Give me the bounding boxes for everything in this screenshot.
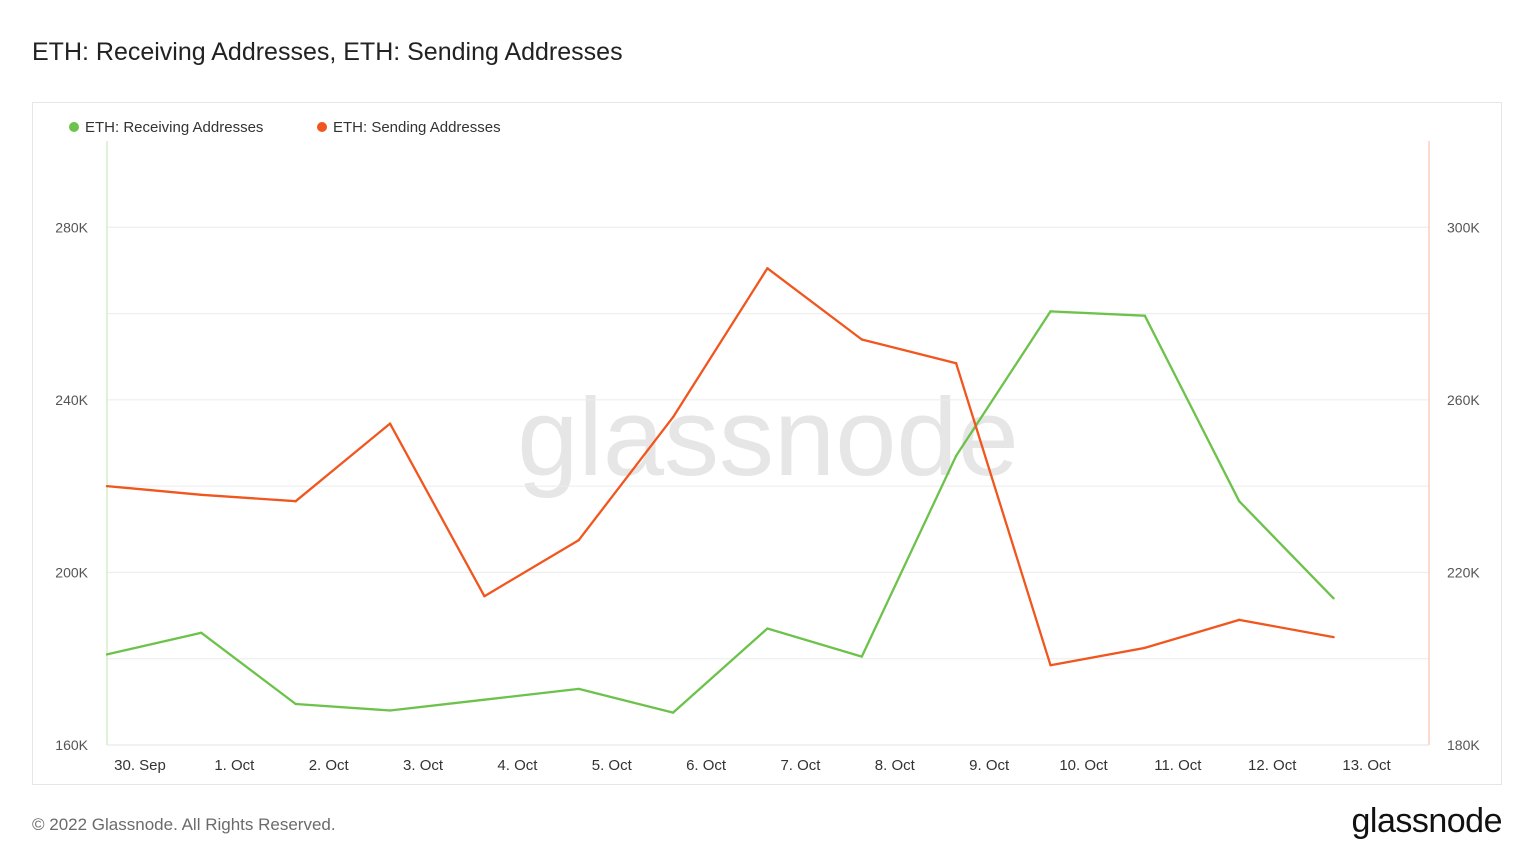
series-line-receiving bbox=[106, 310, 1335, 714]
legend-marker bbox=[317, 122, 327, 132]
data-point bbox=[105, 484, 109, 488]
chart-title: ETH: Receiving Addresses, ETH: Sending A… bbox=[32, 38, 623, 66]
y-right-tick-label: 300K bbox=[1447, 219, 1480, 235]
data-point bbox=[1238, 500, 1241, 503]
data-point bbox=[577, 538, 580, 542]
series-line-sending bbox=[106, 267, 1334, 667]
data-point bbox=[1238, 618, 1241, 622]
x-tick-label: 1. Oct bbox=[214, 757, 255, 774]
x-tick-label: 30. Sep bbox=[114, 757, 166, 774]
data-point bbox=[766, 627, 769, 630]
x-tick-label: 7. Oct bbox=[780, 757, 821, 774]
chart-panel bbox=[32, 102, 1502, 785]
x-tick-label: 3. Oct bbox=[403, 757, 444, 774]
y-left-tick-label: 280K bbox=[55, 219, 88, 235]
data-point bbox=[1049, 310, 1052, 313]
x-tick-label: 13. Oct bbox=[1342, 757, 1391, 774]
data-point bbox=[954, 454, 958, 458]
x-tick-label: 10. Oct bbox=[1059, 757, 1108, 774]
data-point bbox=[483, 698, 486, 701]
data-point bbox=[577, 687, 580, 691]
data-point bbox=[1332, 635, 1335, 639]
data-point bbox=[671, 711, 675, 714]
legend-marker bbox=[69, 122, 79, 132]
legend-label: ETH: Receiving Addresses bbox=[85, 119, 263, 136]
x-tick-label: 2. Oct bbox=[309, 757, 350, 774]
x-tick-label: 6. Oct bbox=[686, 757, 727, 774]
data-point bbox=[388, 709, 392, 712]
legend-label: ETH: Sending Addresses bbox=[333, 119, 501, 136]
data-point bbox=[1332, 597, 1335, 600]
data-point bbox=[860, 338, 863, 341]
x-tick-label: 4. Oct bbox=[497, 757, 538, 774]
x-tick-label: 8. Oct bbox=[875, 757, 916, 774]
data-point bbox=[1049, 663, 1052, 667]
x-tick-label: 9. Oct bbox=[969, 757, 1010, 774]
data-point bbox=[954, 361, 958, 365]
data-point bbox=[1143, 314, 1147, 317]
data-point bbox=[483, 594, 486, 598]
x-tick-label: 12. Oct bbox=[1248, 757, 1297, 774]
y-left-tick-label: 200K bbox=[55, 564, 88, 580]
y-right-tick-label: 180K bbox=[1447, 737, 1480, 753]
y-right-tick-label: 220K bbox=[1447, 564, 1480, 580]
data-point bbox=[200, 493, 203, 496]
data-point bbox=[860, 655, 863, 658]
data-point bbox=[1143, 646, 1147, 650]
data-point bbox=[766, 267, 769, 270]
glassnode-logo: glassnode bbox=[1351, 802, 1502, 840]
data-point bbox=[671, 415, 675, 419]
data-point bbox=[294, 500, 297, 503]
copyright-footer: © 2022 Glassnode. All Rights Reserved. bbox=[32, 815, 336, 834]
watermark-text: glassnode bbox=[517, 376, 1019, 499]
data-point bbox=[294, 702, 297, 706]
data-point bbox=[105, 653, 109, 656]
y-left-tick-label: 160K bbox=[55, 737, 88, 753]
data-point bbox=[200, 631, 203, 635]
y-right-tick-label: 260K bbox=[1447, 392, 1480, 408]
x-tick-label: 11. Oct bbox=[1154, 757, 1202, 774]
data-point bbox=[388, 422, 392, 425]
x-tick-label: 5. Oct bbox=[592, 757, 633, 774]
y-left-tick-label: 240K bbox=[55, 392, 88, 408]
